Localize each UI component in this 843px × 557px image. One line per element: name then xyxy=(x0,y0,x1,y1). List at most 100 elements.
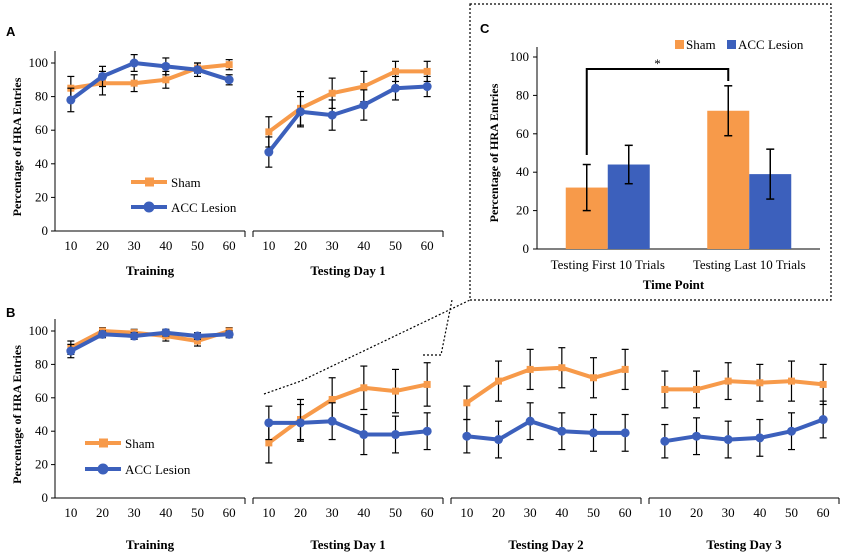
x-tick-label: 10 xyxy=(64,238,77,253)
x-tick-label: 30 xyxy=(326,238,339,253)
x-tick-label: 10 xyxy=(262,238,275,253)
acc-lesion-point xyxy=(755,433,765,443)
y-tick-label: 100 xyxy=(29,55,49,70)
acc-lesion-point xyxy=(818,415,828,425)
sham-point xyxy=(360,83,368,91)
sham-point xyxy=(328,89,336,97)
x-tick-label: 20 xyxy=(690,505,703,520)
acc-lesion-series-line xyxy=(466,419,626,442)
acc-lesion-point xyxy=(264,418,274,428)
sham-series-line xyxy=(70,62,230,91)
acc-lesion-series-line xyxy=(268,419,428,437)
x-tick-label: 60 xyxy=(421,505,434,520)
acc-lesion-point xyxy=(620,428,630,438)
sham-point xyxy=(661,385,669,393)
y-axis-label: Percentage of HRA Entries xyxy=(487,83,501,222)
x-tick-label: 60 xyxy=(619,505,632,520)
acc-lesion-point xyxy=(193,65,202,75)
x-tick-label: 30 xyxy=(326,505,339,520)
acc-lesion-point xyxy=(422,426,432,436)
acc-lesion-point xyxy=(161,328,171,338)
acc-lesion-point xyxy=(327,416,337,426)
legend-sham-marker xyxy=(145,177,154,187)
x-tick-label: 40 xyxy=(753,505,766,520)
x-tick-label: 20 xyxy=(96,238,109,253)
sham-point xyxy=(724,377,732,385)
sham-point xyxy=(495,377,502,385)
y-tick-label: 40 xyxy=(35,156,48,171)
sham-point xyxy=(162,76,170,84)
legend-acc-lesion-label: ACC Lesion xyxy=(738,37,804,52)
acc-lesion-point xyxy=(494,435,503,445)
legend-acc-lesion-label: ACC Lesion xyxy=(171,200,237,215)
sham-point xyxy=(225,61,233,69)
sham-point xyxy=(130,79,138,87)
x-tick-label: 40 xyxy=(555,505,568,520)
x-tick-label: 50 xyxy=(191,238,204,253)
legend-sham-marker xyxy=(675,40,684,49)
x-tick-label: 10 xyxy=(658,505,671,520)
y-tick-label: 80 xyxy=(35,356,48,371)
acc-lesion-point xyxy=(327,110,337,120)
acc-lesion-point xyxy=(359,430,369,440)
sham-point xyxy=(621,365,629,373)
panel-a-label: A xyxy=(6,24,16,39)
acc-lesion-point xyxy=(224,329,234,339)
acc-lesion-point xyxy=(660,436,670,446)
sham-point xyxy=(423,67,431,75)
x-tick-label: 60 xyxy=(223,505,236,520)
y-tick-label: 60 xyxy=(35,390,48,405)
sham-point xyxy=(693,385,700,393)
x-tick-label: 10 xyxy=(262,505,275,520)
x-tick-label: 20 xyxy=(96,505,109,520)
sham-point xyxy=(265,439,273,447)
x-axis-label: Time Point xyxy=(643,277,705,292)
sham-point xyxy=(360,384,368,392)
panel-c-label: C xyxy=(480,21,490,36)
y-tick-label: 80 xyxy=(516,87,529,102)
x-tick-label: 50 xyxy=(389,505,402,520)
y-tick-label: 20 xyxy=(35,189,48,204)
category-label: Testing Last 10 Trials xyxy=(693,257,806,272)
significance-marker: * xyxy=(654,56,661,71)
acc-lesion-series-line xyxy=(267,84,428,154)
x-tick-label: 10 xyxy=(460,505,473,520)
y-tick-label: 40 xyxy=(35,423,48,438)
significance-bracket xyxy=(585,68,730,155)
group-label: Testing Day 1 xyxy=(310,263,385,278)
legend-acc-lesion-marker xyxy=(727,40,736,49)
sham-point xyxy=(819,380,827,388)
acc-lesion-point xyxy=(66,95,76,105)
y-tick-label: 40 xyxy=(516,164,529,179)
sham-point xyxy=(328,395,336,403)
x-tick-label: 40 xyxy=(357,505,370,520)
x-tick-label: 10 xyxy=(64,505,77,520)
y-tick-label: 0 xyxy=(42,490,49,505)
acc-lesion-point xyxy=(129,331,139,341)
acc-lesion-point xyxy=(723,435,733,445)
sham-series-line xyxy=(664,379,824,392)
y-tick-label: 0 xyxy=(523,241,530,256)
acc-lesion-point xyxy=(224,75,234,85)
x-tick-label: 20 xyxy=(294,238,307,253)
sham-point xyxy=(558,364,566,372)
x-tick-label: 20 xyxy=(492,505,505,520)
y-tick-label: 60 xyxy=(516,126,529,141)
x-tick-label: 50 xyxy=(587,505,600,520)
sham-point xyxy=(756,379,764,387)
x-tick-label: 60 xyxy=(223,238,236,253)
acc-lesion-point xyxy=(193,331,202,341)
acc-lesion-point xyxy=(264,147,274,157)
group-label: Testing Day 2 xyxy=(508,537,583,552)
legend-sham-label: Sham xyxy=(125,436,155,451)
sham-series-line xyxy=(267,69,428,134)
category-label: Testing First 10 Trials xyxy=(551,257,665,272)
sham-point xyxy=(423,380,431,388)
acc-lesion-series-line xyxy=(69,61,230,102)
y-tick-label: 100 xyxy=(510,49,530,64)
x-tick-label: 30 xyxy=(722,505,735,520)
y-tick-label: 0 xyxy=(42,223,49,238)
x-tick-label: 30 xyxy=(524,505,537,520)
acc-lesion-point xyxy=(296,107,305,117)
